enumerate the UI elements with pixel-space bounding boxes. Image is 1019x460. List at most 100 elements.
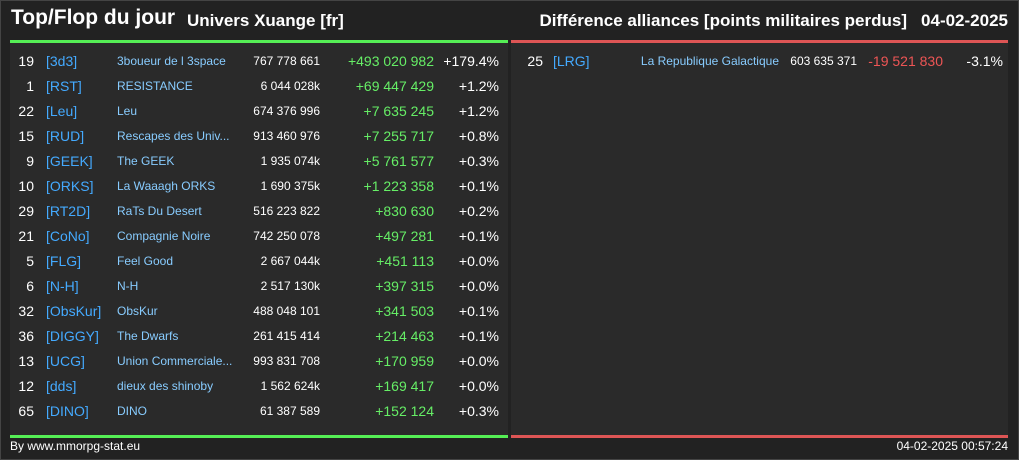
top-alliance-row: 12 [dds] dieux des shinoby 1 562 624k +169 4… <box>10 374 508 399</box>
points-difference: +341 503 <box>375 303 434 319</box>
percent-change: +0.0% <box>458 278 499 294</box>
alliance-rank: 9 <box>26 153 34 169</box>
alliance-total-points: 993 831 708 <box>253 354 320 368</box>
alliance-rank: 36 <box>18 328 34 344</box>
header-right: Différence alliances [points militaires … <box>540 11 1008 31</box>
percent-change: +0.1% <box>458 303 499 319</box>
alliance-rank: 5 <box>26 253 34 269</box>
alliance-rank: 10 <box>18 178 34 194</box>
alliance-total-points: 6 044 028k <box>260 79 320 93</box>
alliance-tag: [UCG] <box>46 353 85 369</box>
top-alliance-row: 22 [Leu] Leu 674 376 996 +7 635 245 +1.2% <box>10 99 508 124</box>
alliance-name: Union Commerciale... <box>117 354 233 368</box>
percent-change: +0.2% <box>458 203 499 219</box>
alliance-total-points: 1 690 375k <box>260 179 320 193</box>
alliance-tag: [dds] <box>46 378 77 394</box>
percent-change: +0.0% <box>458 378 499 394</box>
top-alliance-row: 1 [RST] RESISTANCE 6 044 028k +69 447 429 +1.… <box>10 74 508 99</box>
top-panel: 19 [3d3] 3boueur de l 3space 767 778 661 +49… <box>10 40 508 438</box>
percent-change: +0.1% <box>458 228 499 244</box>
points-difference: +497 281 <box>375 228 434 244</box>
alliance-total-points: 742 250 078 <box>253 229 320 243</box>
alliance-rank: 29 <box>18 203 34 219</box>
alliance-name: N-H <box>117 279 139 293</box>
points-difference: +493 020 982 <box>347 53 434 69</box>
percent-change: -3.1% <box>966 53 1003 69</box>
percent-change: +0.1% <box>458 178 499 194</box>
points-difference: +451 113 <box>376 253 434 269</box>
alliance-total-points: 674 376 996 <box>253 104 320 118</box>
alliance-total-points: 1 935 074k <box>260 154 320 168</box>
alliance-tag: [RST] <box>46 78 82 94</box>
alliance-name: dieux des shinoby <box>117 379 214 393</box>
percent-change: +1.2% <box>458 78 499 94</box>
alliance-name: La Waaagh ORKS <box>117 179 216 193</box>
alliance-total-points: 488 048 101 <box>253 304 320 318</box>
percent-change: +0.8% <box>458 128 499 144</box>
alliance-rank: 25 <box>527 53 543 69</box>
alliance-rank: 19 <box>18 53 34 69</box>
alliance-total-points: 2 667 044k <box>260 254 320 268</box>
top-alliance-row: 9 [GEEK] The GEEK 1 935 074k +5 761 577 +0.3% <box>10 149 508 174</box>
alliance-rank: 13 <box>18 353 34 369</box>
alliance-tag: [N-H] <box>46 278 79 294</box>
top-alliance-row: 13 [UCG] Union Commerciale... 993 831 708 +1… <box>10 349 508 374</box>
top-alliance-row: 5 [FLG] Feel Good 2 667 044k +451 113 +0.0% <box>10 249 508 274</box>
alliance-tag: [GEEK] <box>46 153 93 169</box>
alliance-tag: [RT2D] <box>46 203 91 219</box>
alliance-name: Compagnie Noire <box>117 229 211 243</box>
alliance-total-points: 913 460 976 <box>253 129 320 143</box>
alliance-total-points: 61 387 589 <box>259 404 320 418</box>
footer-source: By www.mmorpg-stat.eu <box>10 439 141 453</box>
alliance-rank: 22 <box>18 103 34 119</box>
flop-panel: 25 [LRG] La Republique Galactique 603 635 3… <box>511 40 1008 438</box>
top-alliance-row: 65 [DINO] DINO 61 387 589 +152 124 +0.3% <box>10 399 508 424</box>
alliance-name: ObsKur <box>117 304 158 318</box>
percent-change: +179.4% <box>443 53 499 69</box>
percent-change: +0.1% <box>458 328 499 344</box>
alliance-name: Leu <box>117 104 138 118</box>
points-difference: +5 761 577 <box>363 153 434 169</box>
points-difference: +69 447 429 <box>355 78 434 94</box>
alliance-name: Feel Good <box>117 254 174 268</box>
alliance-total-points: 603 635 371 <box>790 54 857 68</box>
points-difference: +1 223 358 <box>363 178 434 194</box>
top-alliance-row: 21 [CoNo] Compagnie Noire 742 250 078 +497 2… <box>10 224 508 249</box>
alliance-total-points: 1 562 624k <box>260 379 320 393</box>
alliance-rank: 6 <box>26 278 34 294</box>
alliance-total-points: 516 223 822 <box>253 204 320 218</box>
alliance-tag: [RUD] <box>46 128 85 144</box>
points-difference: +397 315 <box>375 278 434 294</box>
alliance-total-points: 261 415 414 <box>253 329 320 343</box>
universe-subtitle: Univers Xuange [fr] <box>187 11 344 30</box>
points-difference: +152 124 <box>375 403 434 419</box>
top-alliance-row: 15 [RUD] Rescapes des Univ... 913 460 976 +7… <box>10 124 508 149</box>
percent-change: +0.0% <box>458 253 499 269</box>
top-alliance-row: 36 [DIGGY] The Dwarfs 261 415 414 +214 463 +0… <box>10 324 508 349</box>
alliance-tag: [Leu] <box>46 103 78 119</box>
alliance-rank: 65 <box>18 403 34 419</box>
top-alliance-row: 29 [RT2D] RaTs Du Desert 516 223 822 +830 63… <box>10 199 508 224</box>
percent-change: +0.3% <box>458 153 499 169</box>
points-difference: +169 417 <box>375 378 434 394</box>
alliance-name: RaTs Du Desert <box>117 204 202 218</box>
alliance-tag: [3d3] <box>46 53 78 69</box>
alliance-tag: [ObsKur] <box>46 303 102 319</box>
flop-alliance-row: 25 [LRG] La Republique Galactique 603 635 3… <box>511 49 1008 74</box>
alliance-tag: [ORKS] <box>46 178 94 194</box>
alliance-total-points: 767 778 661 <box>253 54 320 68</box>
alliance-name: RESISTANCE <box>117 79 193 93</box>
alliance-rank: 12 <box>18 378 34 394</box>
alliance-name: Rescapes des Univ... <box>117 129 230 143</box>
ranking-type-title: Différence alliances [points militaires … <box>539 11 908 30</box>
alliance-tag: [DINO] <box>46 403 89 419</box>
alliance-tag: [DIGGY] <box>46 328 99 344</box>
points-difference: +7 635 245 <box>363 103 434 119</box>
percent-change: +0.3% <box>458 403 499 419</box>
top-alliance-row: 32 [ObsKur] ObsKur 488 048 101 +341 503 +0.1% <box>10 299 508 324</box>
alliance-tag: [CoNo] <box>46 228 90 244</box>
alliance-name: The Dwarfs <box>117 329 179 343</box>
footer-timestamp: 04-02-2025 00:57:24 <box>896 439 1008 453</box>
alliance-rank: 32 <box>18 303 34 319</box>
percent-change: +1.2% <box>458 103 499 119</box>
